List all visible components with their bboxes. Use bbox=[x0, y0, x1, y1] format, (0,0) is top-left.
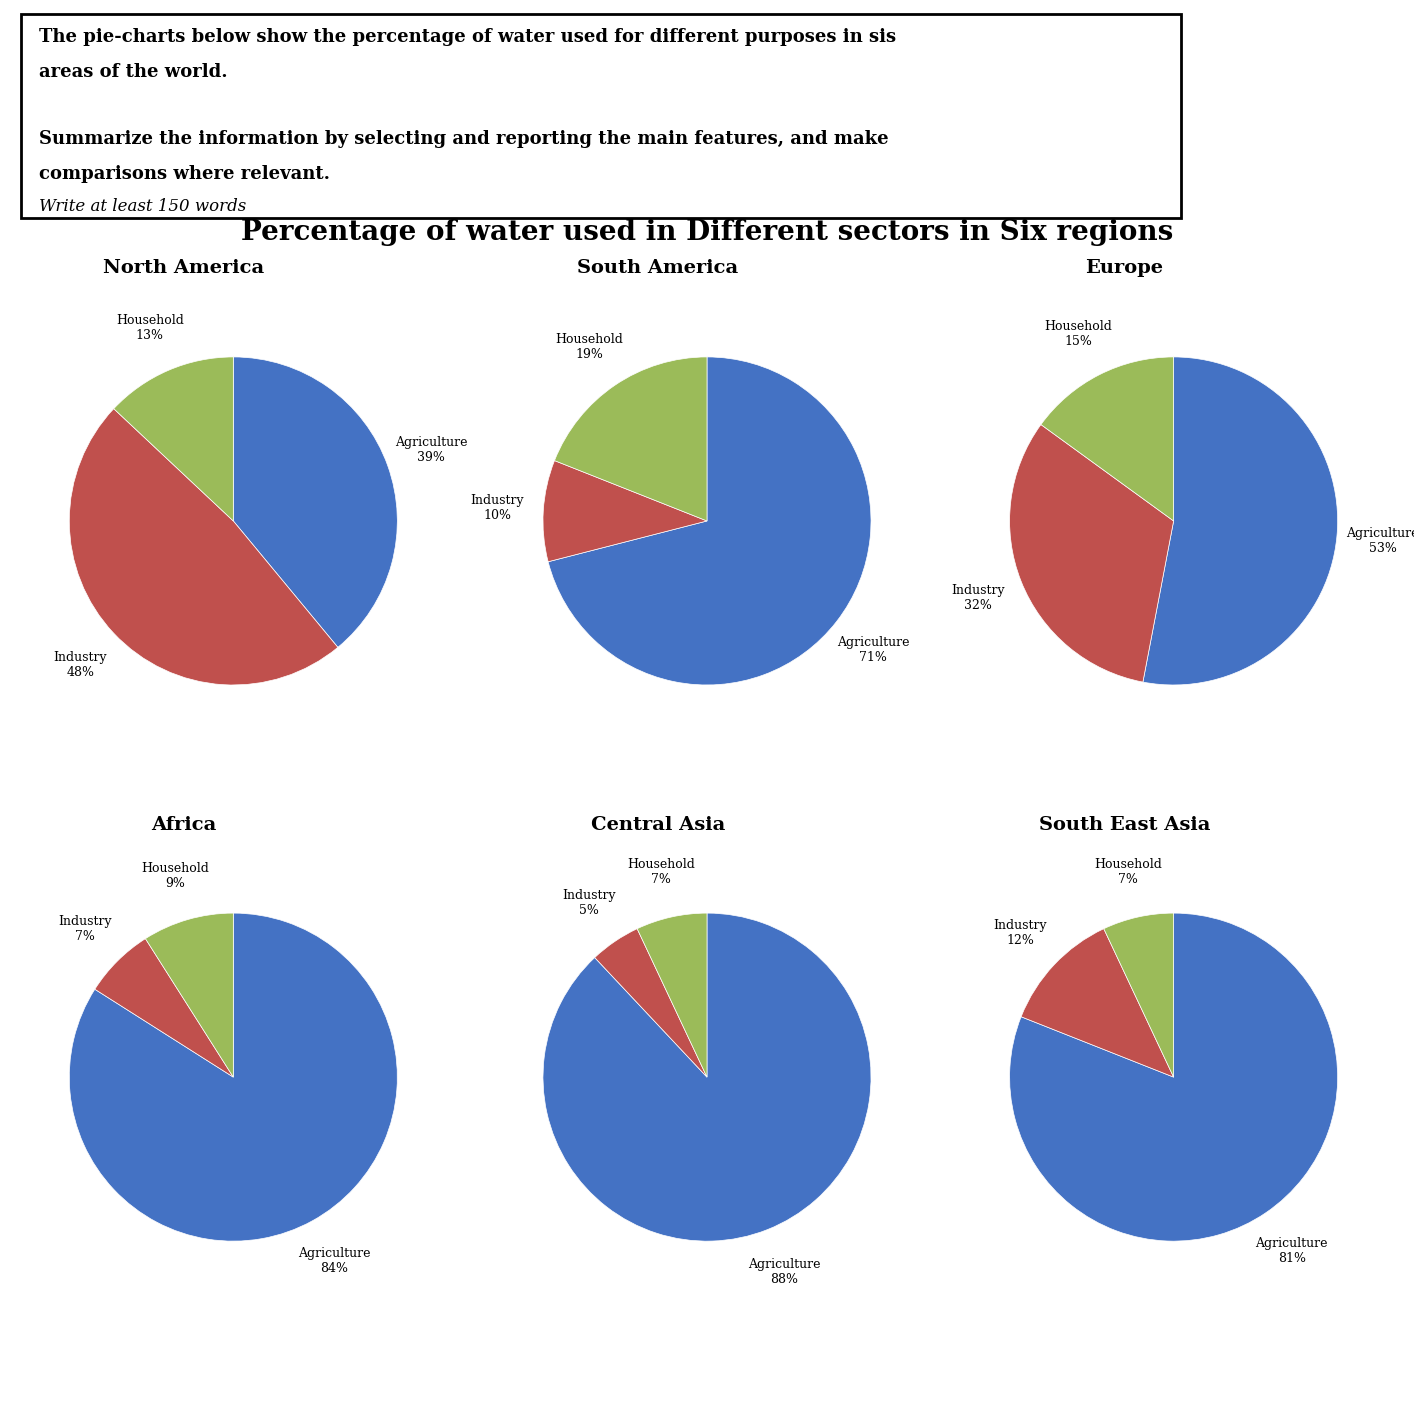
Wedge shape bbox=[233, 358, 397, 648]
Text: Household
7%: Household 7% bbox=[628, 859, 696, 886]
Text: The pie-charts below show the percentage of water used for different purposes in: The pie-charts below show the percentage… bbox=[38, 28, 895, 46]
Text: Percentage of water used in Different sectors in Six regions: Percentage of water used in Different se… bbox=[240, 220, 1174, 246]
Text: comparisons where relevant.: comparisons where relevant. bbox=[38, 165, 329, 183]
Text: Africa: Africa bbox=[151, 815, 216, 834]
Text: Industry
32%: Industry 32% bbox=[952, 584, 1005, 612]
Text: Industry
10%: Industry 10% bbox=[471, 494, 525, 522]
Text: Agriculture
81%: Agriculture 81% bbox=[1256, 1236, 1328, 1264]
Text: Agriculture
53%: Agriculture 53% bbox=[1346, 527, 1414, 555]
Wedge shape bbox=[146, 914, 233, 1077]
Wedge shape bbox=[69, 914, 397, 1240]
Text: Central Asia: Central Asia bbox=[591, 815, 725, 834]
Wedge shape bbox=[543, 460, 707, 562]
Text: Write at least 150 words: Write at least 150 words bbox=[38, 199, 246, 215]
Wedge shape bbox=[549, 358, 871, 684]
Wedge shape bbox=[543, 914, 871, 1240]
Text: Household
13%: Household 13% bbox=[116, 314, 184, 342]
Text: Summarize the information by selecting and reporting the main features, and make: Summarize the information by selecting a… bbox=[38, 131, 888, 148]
Text: Agriculture
71%: Agriculture 71% bbox=[837, 635, 909, 663]
Text: Agriculture
84%: Agriculture 84% bbox=[298, 1247, 370, 1276]
Text: South America: South America bbox=[577, 259, 738, 277]
Text: South East Asia: South East Asia bbox=[1039, 815, 1210, 834]
Text: Industry
48%: Industry 48% bbox=[54, 650, 107, 679]
Wedge shape bbox=[1104, 914, 1174, 1077]
Wedge shape bbox=[595, 929, 707, 1077]
Text: Industry
5%: Industry 5% bbox=[563, 890, 617, 918]
Wedge shape bbox=[1010, 425, 1174, 681]
Text: Industry
12%: Industry 12% bbox=[994, 919, 1048, 948]
Text: Household
9%: Household 9% bbox=[141, 862, 209, 890]
FancyBboxPatch shape bbox=[21, 14, 1181, 218]
Text: Household
7%: Household 7% bbox=[1094, 859, 1162, 886]
Wedge shape bbox=[95, 939, 233, 1077]
Text: North America: North America bbox=[103, 259, 264, 277]
Wedge shape bbox=[1021, 929, 1174, 1077]
Wedge shape bbox=[113, 358, 233, 521]
Wedge shape bbox=[69, 408, 338, 684]
Text: Household
19%: Household 19% bbox=[556, 334, 624, 362]
Wedge shape bbox=[1010, 914, 1338, 1240]
Wedge shape bbox=[1041, 358, 1174, 521]
Text: Household
15%: Household 15% bbox=[1045, 320, 1113, 348]
Text: Europe: Europe bbox=[1086, 259, 1164, 277]
Wedge shape bbox=[1143, 358, 1338, 684]
Text: areas of the world.: areas of the world. bbox=[38, 63, 228, 82]
Text: Agriculture
39%: Agriculture 39% bbox=[395, 436, 467, 463]
Text: Agriculture
88%: Agriculture 88% bbox=[748, 1259, 820, 1287]
Wedge shape bbox=[554, 358, 707, 521]
Text: Industry
7%: Industry 7% bbox=[58, 915, 112, 943]
Wedge shape bbox=[638, 914, 707, 1077]
